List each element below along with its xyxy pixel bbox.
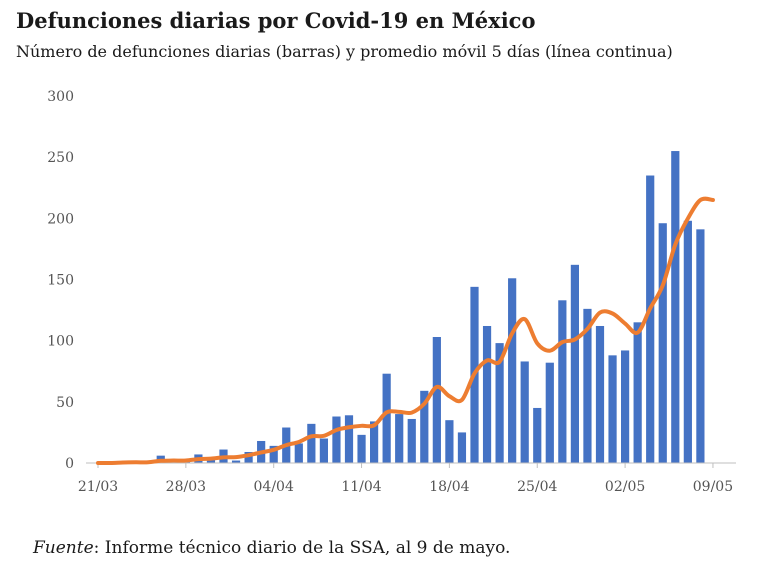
bar-24/04 <box>520 361 529 463</box>
x-tick-label: 25/04 <box>517 479 557 495</box>
bar-04/04 <box>269 445 278 463</box>
bar-12/04 <box>370 421 379 463</box>
source-text: : Informe técnico diario de la SSA, al 9… <box>93 538 511 558</box>
bar-02/04 <box>244 451 253 463</box>
bar-06/04 <box>294 443 303 463</box>
bar-26/04 <box>545 362 554 463</box>
x-tick-label: 09/05 <box>693 479 733 495</box>
x-tick-label: 11/04 <box>341 479 381 495</box>
source-note: Fuente: Informe técnico diario de la SSA… <box>33 538 510 558</box>
bar-06/05 <box>671 151 680 464</box>
bar-27/04 <box>558 300 567 463</box>
y-tick-label: 50 <box>56 395 74 411</box>
bar-23/04 <box>508 278 517 463</box>
bar-01/05 <box>608 355 617 463</box>
x-tick-label: 02/05 <box>605 479 645 495</box>
bar-30/04 <box>595 325 605 463</box>
bar-19/04 <box>457 432 467 463</box>
y-tick-label: 300 <box>47 89 74 105</box>
bar-16/04 <box>420 390 429 463</box>
bar-01/04 <box>231 460 241 463</box>
bar-11/04 <box>357 434 366 463</box>
moving-average-line <box>96 196 715 466</box>
bar-series <box>106 151 705 464</box>
bar-03/05 <box>633 322 642 463</box>
chart-title: Defunciones diarias por Covid-19 en Méxi… <box>16 8 536 33</box>
bar-17/04 <box>432 337 441 463</box>
bar-08/05 <box>696 229 705 463</box>
bar-28/04 <box>570 264 579 463</box>
y-tick-label: 150 <box>47 273 74 289</box>
bar-08/04 <box>319 438 328 463</box>
bar-02/05 <box>621 350 630 463</box>
y-axis-ticks: 0 50 100 150 200 250 300 <box>47 89 74 472</box>
bar-14/04 <box>395 414 404 463</box>
y-tick-label: 250 <box>47 150 74 166</box>
chart-subtitle: Número de defunciones diarias (barras) y… <box>16 42 673 61</box>
bar-10/04 <box>344 415 354 463</box>
bar-07/04 <box>307 423 316 463</box>
x-tick-label: 21/03 <box>78 479 118 495</box>
bar-05/05 <box>658 223 667 463</box>
x-tick-label: 04/04 <box>254 479 294 495</box>
bar-18/04 <box>445 420 454 463</box>
x-tick-label: 28/03 <box>166 479 206 495</box>
bar-13/04 <box>382 373 391 463</box>
y-tick-label: 100 <box>47 334 74 350</box>
x-axis-ticks: 21/03 28/03 04/04 11/04 18/04 25/04 02/05 09/05 <box>78 463 733 495</box>
bar-15/04 <box>407 418 416 463</box>
bar-29/04 <box>583 308 592 463</box>
bar-30/03 <box>206 459 216 463</box>
y-tick-label: 200 <box>47 211 74 227</box>
y-tick-label: 0 <box>65 456 74 472</box>
bar-07/05 <box>683 220 692 463</box>
bar-09/04 <box>332 416 341 463</box>
source-label: Fuente <box>33 538 94 558</box>
bar-25/04 <box>533 407 542 463</box>
x-tick-label: 18/04 <box>429 479 469 495</box>
bar-04/05 <box>646 175 655 463</box>
bar-21/04 <box>482 325 492 463</box>
bar-22/04 <box>495 343 504 463</box>
